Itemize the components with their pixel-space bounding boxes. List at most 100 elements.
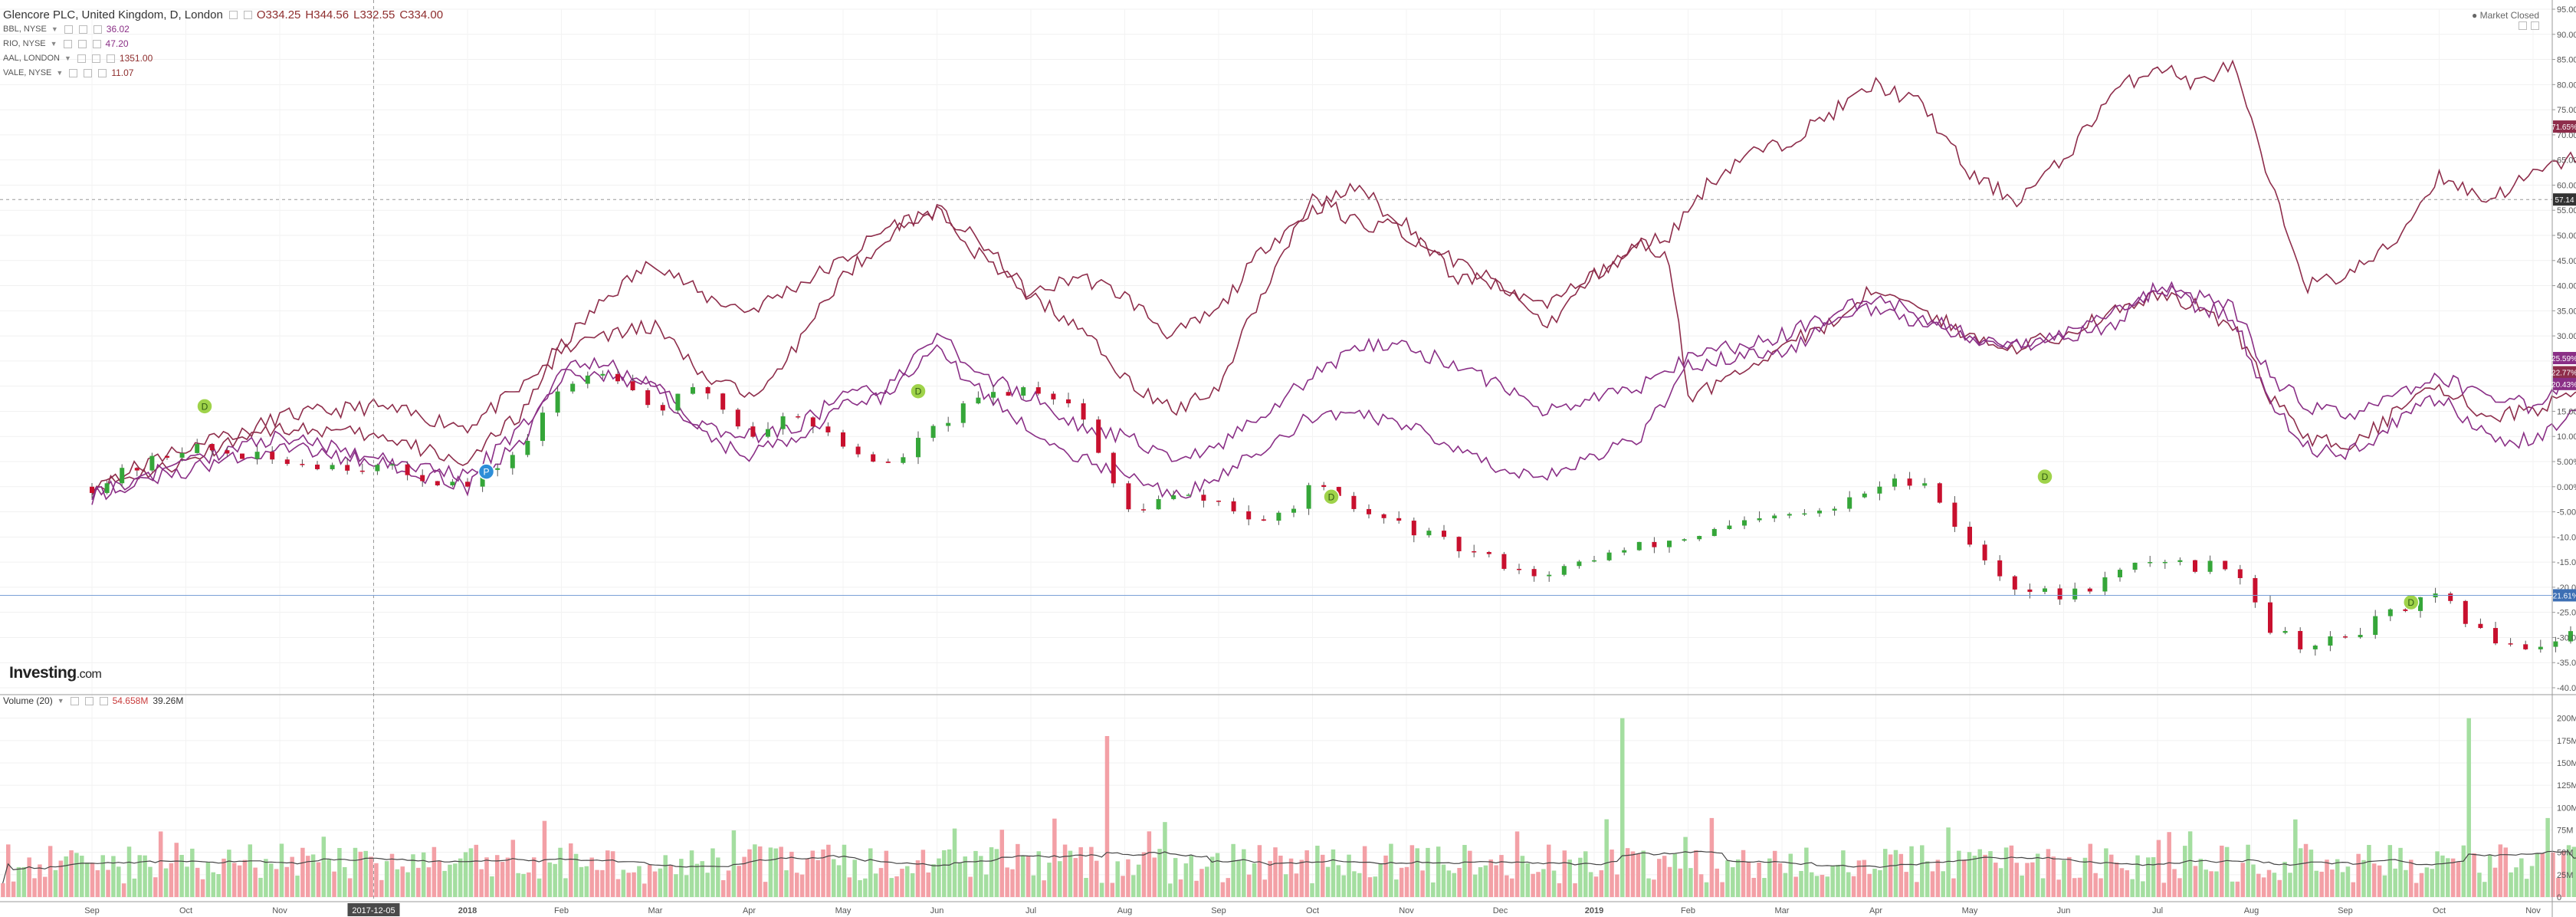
settings-icon[interactable]	[243, 11, 252, 19]
close-icon[interactable]	[93, 25, 102, 34]
volume-bar	[2240, 863, 2245, 897]
time-tick-label: Nov	[272, 906, 287, 915]
visibility-toggle-icon[interactable]	[228, 11, 238, 19]
chevron-down-icon[interactable]: ▼	[50, 40, 57, 48]
visibility-toggle-icon[interactable]	[77, 54, 86, 63]
candle-body	[1186, 495, 1191, 496]
close-icon[interactable]	[98, 69, 107, 77]
volume-bar	[799, 874, 805, 897]
volume-bar	[126, 846, 132, 897]
volume-bar	[700, 861, 705, 897]
candle-body	[1291, 508, 1296, 513]
volume-bar	[1652, 879, 1656, 897]
volume-bar	[1505, 875, 1509, 897]
volume-bar	[1967, 852, 1972, 897]
volume-bar	[742, 856, 747, 897]
visibility-toggle-icon[interactable]	[69, 69, 78, 77]
price-tick-label: 50.00%	[2557, 232, 2576, 241]
volume-bar	[494, 855, 500, 897]
volume-bar	[1426, 847, 1430, 897]
close-icon[interactable]	[99, 696, 108, 705]
candle-body	[720, 393, 726, 410]
candle-body	[2237, 569, 2243, 578]
volume-bar	[1725, 860, 1730, 897]
volume-bar	[2503, 847, 2508, 897]
volume-bar	[132, 878, 137, 897]
volume-bar	[1988, 851, 1993, 897]
volume-bar	[2077, 877, 2082, 897]
comparison-row-aal[interactable]: AAL, LONDON ▼ 1351.00	[3, 51, 443, 66]
comparison-row-bbl[interactable]: BBL, NYSE ▼ 36.02	[3, 22, 443, 37]
comparison-row-rio[interactable]: RIO, NYSE ▼ 47.20	[3, 37, 443, 51]
close-icon[interactable]	[92, 40, 101, 48]
volume-bar	[1804, 847, 1809, 897]
maximize-icon[interactable]	[2519, 21, 2527, 30]
volume-bar	[400, 866, 405, 897]
volume-bar	[2319, 871, 2324, 897]
volume-bar	[1110, 882, 1115, 897]
volume-bar	[1389, 843, 1393, 897]
volume-bar	[1404, 866, 1409, 897]
volume-bar	[1757, 862, 1761, 897]
close-icon[interactable]	[2531, 21, 2539, 30]
volume-bar	[1636, 853, 1641, 897]
candle-body	[2448, 593, 2453, 601]
chevron-down-icon[interactable]: ▼	[64, 54, 71, 62]
candle-body	[1772, 515, 1777, 519]
volume-bar	[1005, 867, 1009, 897]
volume-bar	[2519, 858, 2524, 897]
volume-bar	[521, 873, 526, 897]
volume-bar	[621, 869, 626, 897]
volume-bar	[2040, 878, 2046, 897]
volume-bar	[2509, 872, 2513, 897]
candle-body	[1622, 550, 1627, 553]
price-tick-label: 30.00%	[2557, 332, 2576, 341]
candle-body	[841, 432, 845, 447]
volume-bar	[2003, 847, 2009, 897]
volume-bar	[2277, 879, 2282, 897]
time-tick-label: Sep	[1211, 906, 1226, 915]
volume-bar	[2450, 858, 2456, 897]
settings-icon[interactable]	[78, 25, 87, 34]
volume-bar	[374, 863, 379, 897]
volume-bar	[1662, 856, 1667, 897]
volume-bar	[2119, 868, 2125, 897]
comparison-row-vale[interactable]: VALE, NYSE ▼ 11.07	[3, 66, 443, 81]
visibility-toggle-icon[interactable]	[63, 40, 72, 48]
chevron-down-icon[interactable]: ▼	[51, 25, 58, 33]
volume-bar	[2183, 846, 2187, 897]
price-tick-label: 5.00%	[2557, 458, 2576, 467]
chevron-down-icon[interactable]: ▼	[56, 69, 64, 77]
close-icon[interactable]	[106, 54, 115, 63]
volume-bar	[1199, 869, 1204, 897]
comparison-symbol: AAL, LONDON	[3, 54, 60, 63]
volume-bar	[968, 876, 973, 897]
candle-body	[1952, 502, 1957, 528]
visibility-toggle-icon[interactable]	[64, 25, 73, 34]
settings-icon[interactable]	[84, 696, 94, 705]
volume-bar	[1851, 876, 1856, 897]
volume-bar	[579, 866, 584, 897]
chevron-down-icon[interactable]: ▼	[57, 697, 64, 705]
volume-bar	[957, 863, 963, 897]
volume-bar	[1357, 873, 1362, 897]
volume-bar	[1688, 868, 1693, 897]
candle-body	[1381, 514, 1386, 518]
volume-bar	[48, 846, 53, 897]
volume-bar	[448, 864, 452, 897]
settings-icon[interactable]	[84, 69, 93, 77]
main-symbol-row[interactable]: Glencore PLC, United Kingdom, D, London …	[3, 8, 443, 22]
high-value: H344.56	[305, 8, 349, 21]
volume-bar	[663, 855, 668, 897]
volume-bar	[2067, 856, 2072, 897]
settings-icon[interactable]	[77, 40, 87, 48]
volume-bar	[2351, 882, 2356, 897]
settings-icon[interactable]	[91, 54, 100, 63]
volume-legend[interactable]: Volume (20) ▼ 54.658M 39.26M	[3, 695, 183, 706]
volume-bar	[1042, 880, 1046, 897]
volume-bar	[369, 856, 373, 897]
visibility-toggle-icon[interactable]	[70, 696, 79, 705]
volume-bar	[994, 849, 999, 897]
volume-bar	[1888, 854, 1893, 897]
